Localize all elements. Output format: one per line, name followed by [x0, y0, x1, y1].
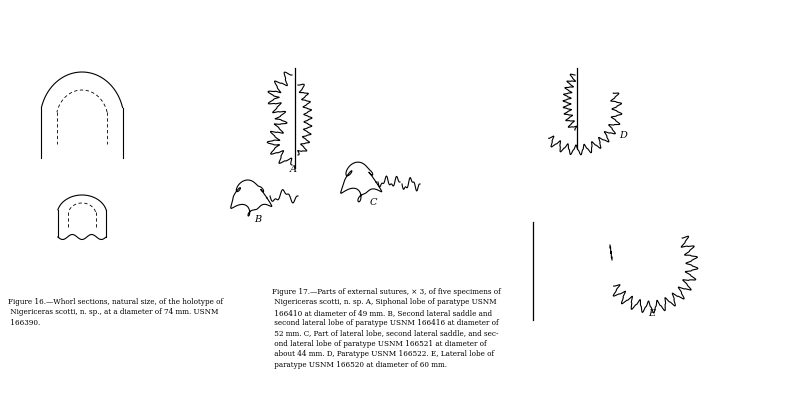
Text: Figure 17.—Parts of external sutures, × 3, of five specimens of
 Nigericeras sco: Figure 17.—Parts of external sutures, × … — [272, 288, 501, 369]
Text: C: C — [370, 198, 377, 207]
Text: A: A — [290, 165, 297, 174]
Text: E: E — [649, 309, 655, 318]
Text: B: B — [254, 215, 262, 224]
Text: Figure 16.—Whorl sections, natural size, of the holotype of
 Nigericeras scotti,: Figure 16.—Whorl sections, natural size,… — [8, 298, 223, 327]
Text: D: D — [619, 131, 627, 140]
